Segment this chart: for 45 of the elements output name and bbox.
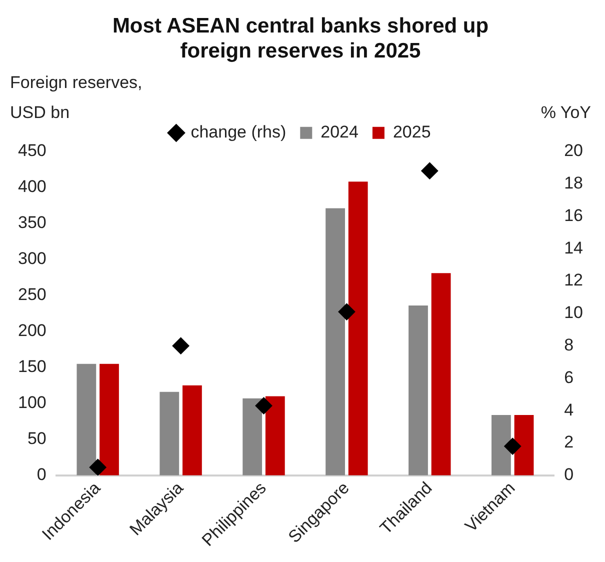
y-tick-label: 350 <box>18 213 46 232</box>
point <box>504 438 522 455</box>
bar <box>76 364 96 476</box>
legend-label: 2025 <box>392 122 431 142</box>
y-tick-label: 400 <box>18 177 46 196</box>
point <box>338 303 356 320</box>
bar <box>182 385 202 476</box>
bar <box>408 306 428 476</box>
bar <box>514 414 534 476</box>
bar <box>265 396 285 476</box>
y2-tick-label: 2 <box>564 432 574 452</box>
y-tick-label: 0 <box>36 465 46 484</box>
point <box>255 397 272 414</box>
y2-tick-label: 16 <box>564 206 584 225</box>
y-tick-label: 300 <box>18 249 46 268</box>
y-tick-label: 450 <box>18 141 46 160</box>
y-tick-label: 250 <box>18 285 46 304</box>
bar <box>160 392 180 476</box>
point <box>421 162 438 180</box>
y2-tick-label: 12 <box>564 270 584 290</box>
point <box>172 337 190 354</box>
y2-tick-label: 20 <box>564 141 584 160</box>
y2-tick-label: 6 <box>564 368 574 387</box>
point <box>89 458 106 476</box>
bar <box>348 182 368 476</box>
y2-tick-label: 18 <box>564 173 584 192</box>
legend-label: change (rhs) <box>190 122 286 142</box>
bar <box>492 414 511 476</box>
y-tick-label: 200 <box>18 321 46 340</box>
y2-axis-title: % YoY <box>540 103 591 122</box>
y-axis-title: Foreign reserves, USD bn <box>10 73 142 122</box>
y-tick-label: 50 <box>27 429 46 448</box>
y2-tick-label: 8 <box>564 336 574 355</box>
bar <box>242 398 262 476</box>
bar <box>431 273 451 476</box>
bar <box>100 364 119 476</box>
y2-tick-label: 4 <box>564 400 574 420</box>
y2-tick-label: 0 <box>564 465 574 484</box>
chart-title: Most ASEAN central banks shored up foreign reserves in 2025 <box>112 14 489 63</box>
y-tick-label: 100 <box>18 393 46 412</box>
y-tick-label: 150 <box>18 357 46 376</box>
y2-tick-label: 10 <box>564 303 584 322</box>
y2-tick-label: 14 <box>564 238 584 258</box>
bar <box>326 208 345 476</box>
legend-label: 2024 <box>320 122 358 142</box>
